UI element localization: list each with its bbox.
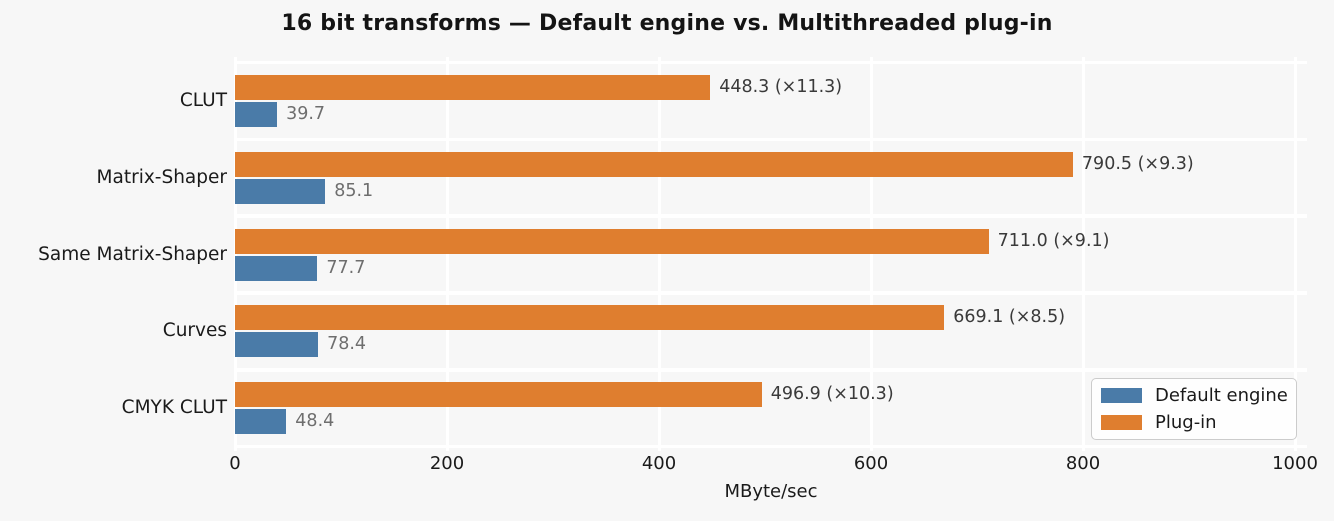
bar-value-label-default-engine: 77.7 [326,257,366,278]
chart-title: 16 bit transforms — Default engine vs. M… [281,11,1053,36]
bar-default-engine [235,102,278,127]
bar-value-label-plug-in: 448.3 (×11.3) [719,77,843,97]
legend-entry-plug-in: Plug-in [1101,411,1296,433]
x-tick-label: 0 [229,453,241,474]
x-tick-label: 600 [853,453,889,474]
bar-default-engine [235,332,319,358]
bar-value-label-default-engine: 48.4 [295,411,335,432]
x-axis-label: MByte/sec [724,481,818,502]
x-tick-label: 1000 [1272,453,1318,474]
gridline-horizontal [235,291,1307,295]
bar-plug-in [235,305,945,331]
legend-swatch-default-engine-icon [1101,388,1142,403]
category-label: CMYK CLUT [121,397,227,419]
gridline-vertical [657,57,661,451]
legend: Default engine Plug-in [1091,378,1297,440]
gridline-vertical [1081,57,1085,451]
gridline-horizontal [235,60,1307,65]
legend-label-plug-in: Plug-in [1155,411,1217,433]
bar-plug-in [235,75,711,100]
gridline-horizontal [235,368,1307,372]
gridline-vertical [445,57,449,451]
bar-value-label-default-engine: 85.1 [334,180,374,201]
bar-value-label-plug-in: 790.5 (×9.3) [1081,153,1194,174]
category-label: Same Matrix-Shaper [38,243,227,265]
gridline-vertical [233,57,237,451]
bar-value-label-plug-in: 496.9 (×10.3) [770,384,894,405]
category-label: CLUT [179,90,227,111]
gridline-vertical [869,57,873,451]
bar-value-label-plug-in: 711.0 (×9.1) [997,230,1110,251]
x-tick-label: 800 [1065,453,1101,474]
x-tick-label: 200 [429,453,465,474]
bar-plug-in [235,228,989,254]
bar-default-engine [235,255,318,281]
category-label: Curves [162,320,227,342]
legend-swatch-plug-in-icon [1101,415,1142,430]
legend-label-default-engine: Default engine [1155,384,1288,406]
bar-plug-in [235,151,1073,177]
bar-value-label-plug-in: 669.1 (×8.5) [953,307,1066,328]
gridline-horizontal [235,214,1307,218]
category-label: Matrix-Shaper [96,166,227,188]
bar-value-label-default-engine: 78.4 [327,334,367,355]
legend-entry-default-engine: Default engine [1101,384,1296,406]
gridline-vertical [1293,57,1297,451]
bar-plug-in [235,382,762,408]
bar-value-label-default-engine: 39.7 [286,104,326,124]
gridline-horizontal [235,137,1307,142]
x-tick-label: 400 [641,453,677,474]
bar-default-engine [235,409,287,435]
gridline-horizontal [235,444,1307,449]
bar-default-engine [235,178,326,204]
